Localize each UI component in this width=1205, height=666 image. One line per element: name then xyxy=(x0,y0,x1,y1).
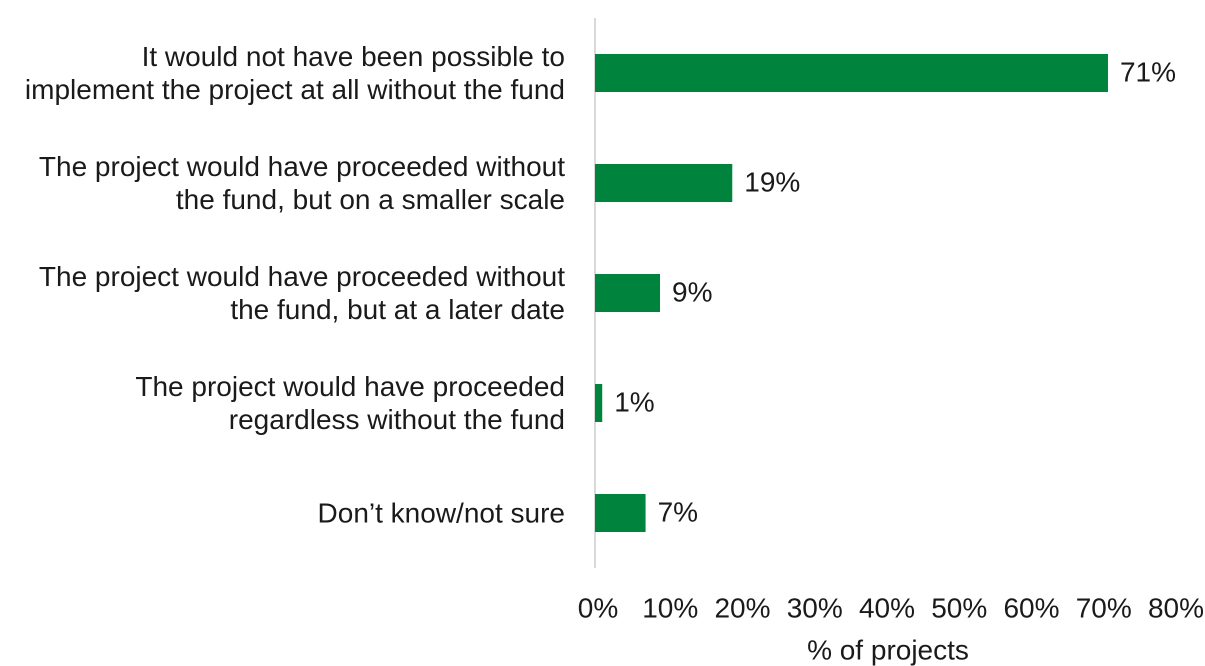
x-tick-label: 70% xyxy=(1076,592,1132,623)
x-axis-label: % of projects xyxy=(807,634,969,665)
value-label: 19% xyxy=(744,166,800,197)
value-label: 7% xyxy=(658,496,698,527)
bar xyxy=(595,54,1108,92)
category-label: The project would have proceeded without… xyxy=(38,261,565,325)
x-tick-label: 20% xyxy=(714,592,770,623)
category-label: It would not have been possible to imple… xyxy=(24,41,565,105)
value-label: 9% xyxy=(672,276,712,307)
category-label: The project would have proceeded without… xyxy=(38,151,565,215)
x-tick-label: 0% xyxy=(578,592,618,623)
x-tick-label: 60% xyxy=(1003,592,1059,623)
value-label: 71% xyxy=(1120,56,1176,87)
bar xyxy=(595,274,661,312)
value-label: 1% xyxy=(614,386,654,417)
x-tick-label: 40% xyxy=(859,592,915,623)
bar xyxy=(595,164,733,202)
x-tick-label: 80% xyxy=(1148,592,1204,623)
x-tick-label: 30% xyxy=(787,592,843,623)
category-label: The project would have proceeded regardl… xyxy=(135,371,565,435)
bar xyxy=(595,384,603,422)
bar xyxy=(595,494,646,532)
x-tick-label: 50% xyxy=(931,592,987,623)
x-tick-label: 10% xyxy=(642,592,698,623)
category-label: Don’t know/not sure xyxy=(317,497,565,529)
